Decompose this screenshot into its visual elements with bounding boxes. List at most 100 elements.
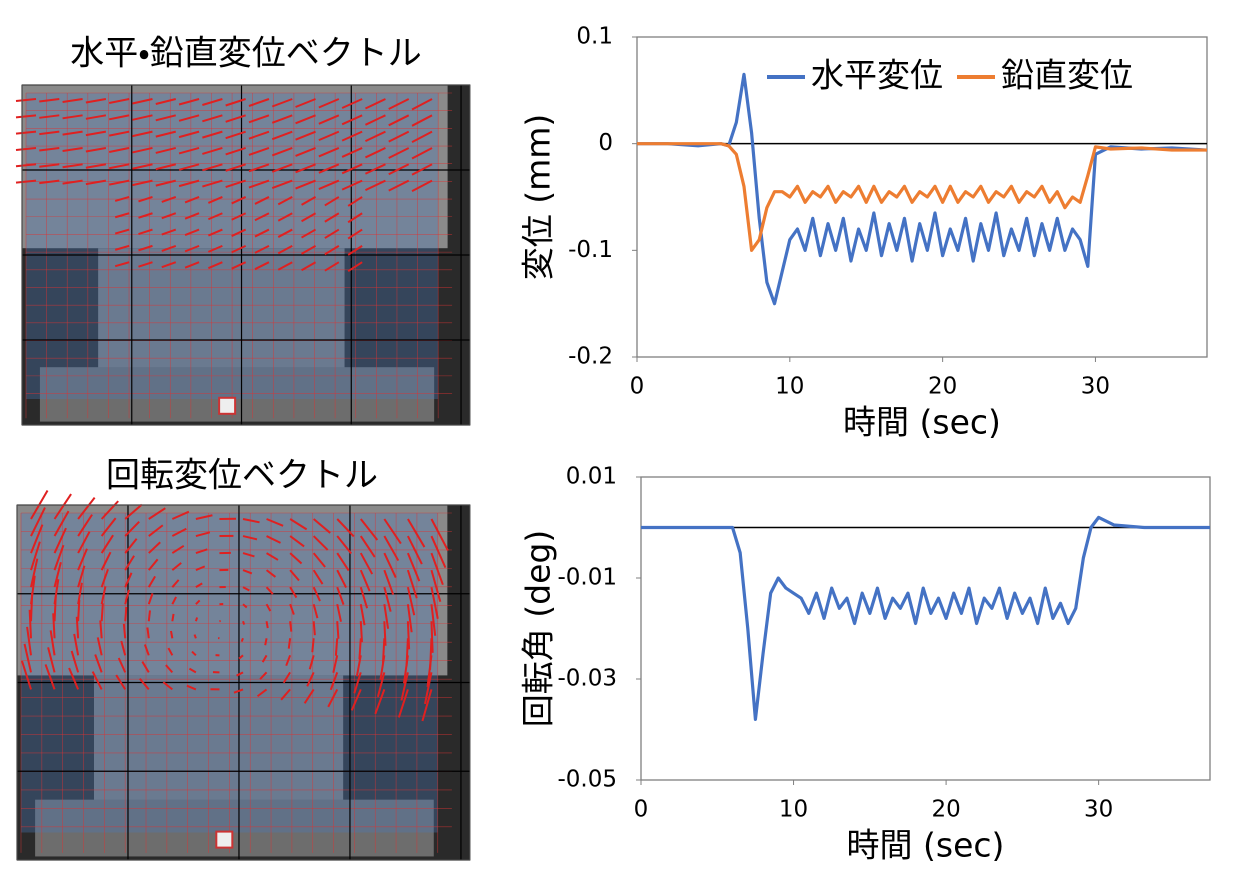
vector-arrow (77, 565, 86, 588)
middle-block (94, 675, 344, 804)
vector-arrow (334, 638, 339, 656)
vector-arrow (397, 689, 409, 718)
vector-arrow (202, 147, 223, 155)
vector-arrow (225, 130, 246, 140)
vector-arrow (53, 510, 70, 537)
vector-arrow (347, 245, 363, 256)
vector-arrow (47, 647, 56, 673)
vector-arrow (114, 228, 130, 235)
vector-arrow (231, 244, 247, 254)
vector-arrow (233, 688, 244, 694)
vector-arrow (195, 565, 206, 572)
vector-arrow (141, 661, 150, 673)
vector-arrow (178, 146, 200, 155)
vector-arrow (289, 569, 300, 582)
vector-arrow (171, 544, 185, 554)
vector-arrow (138, 261, 153, 268)
vector-arrow (39, 179, 60, 185)
vector-arrow (184, 228, 200, 236)
vector-arrow (347, 228, 363, 240)
vector-arrow (193, 634, 197, 639)
vector-arrow (68, 667, 80, 690)
vector-arrow (287, 638, 292, 649)
vector-arrow (265, 621, 269, 629)
vector-arrow (171, 527, 187, 537)
y-tick-label: -0.2 (568, 344, 613, 370)
vector-arrow (341, 98, 363, 109)
y-axis-label: 変位 (mm) (519, 114, 558, 281)
vector-arrow (411, 163, 433, 176)
vector-arrow (376, 672, 386, 698)
vector-arrow (289, 586, 298, 599)
vector-arrow (265, 569, 277, 578)
vector-arrow (155, 98, 177, 105)
vector-arrow (108, 114, 130, 121)
vector-arrow (148, 541, 161, 554)
vector-arrow (406, 569, 418, 599)
vector-arrow (341, 179, 363, 191)
vector-arrow (132, 146, 153, 154)
vector-arrow (242, 620, 246, 625)
vector-arrow (77, 531, 91, 554)
vector-arrow (178, 114, 200, 122)
x-tick-label: 10 (779, 797, 808, 823)
x-tick-label: 20 (931, 797, 960, 823)
y-tick-label: -0.05 (557, 767, 617, 793)
vector-arrow (406, 604, 413, 633)
vector-arrow (430, 604, 437, 636)
vector-arrow (271, 130, 293, 141)
vector-arrow (313, 518, 331, 534)
vector-arrow (248, 147, 270, 156)
y-tick-label: -0.01 (557, 565, 617, 591)
vector-arrow (207, 196, 223, 204)
vector-arrow (301, 261, 317, 272)
vector-arrow (359, 552, 374, 575)
vector-arrow (236, 671, 244, 677)
vector-arrow (295, 179, 316, 190)
vector-arrow (242, 518, 260, 524)
vector-arrow (383, 621, 387, 646)
vector-arrow (147, 610, 151, 622)
vector-arrow (231, 196, 247, 205)
vector-arrow (336, 586, 345, 605)
vector-arrow (266, 535, 281, 544)
vector-arrow (277, 244, 293, 255)
vector-arrow (336, 603, 342, 622)
vector-arrow (353, 672, 362, 694)
vector-arrow (53, 493, 72, 520)
vector-arrow (324, 261, 340, 272)
vector-arrow (256, 688, 268, 698)
vector-arrow (266, 552, 279, 561)
plot-area (636, 36, 1208, 358)
vector-arrow (195, 548, 208, 555)
vector-arrow (202, 98, 223, 106)
vector-arrow (53, 561, 62, 588)
vector-arrow (148, 524, 164, 537)
y-axis-label: 回転角 (deg) (519, 530, 558, 727)
vector-arrow (120, 640, 127, 656)
vector-arrow (169, 630, 174, 639)
y-tick-label: -0.03 (557, 666, 617, 692)
vector-arrow (359, 604, 366, 626)
vector-arrow (388, 147, 410, 159)
vector-arrow (85, 114, 107, 120)
vector-arrow (388, 179, 410, 192)
vector-arrow (23, 643, 32, 673)
vector-arrow (53, 544, 65, 571)
vector-arrow (271, 163, 293, 173)
vector-arrow (49, 630, 56, 656)
vector-arrow (91, 671, 103, 690)
vector-arrow (254, 212, 270, 222)
vector-arrow (195, 582, 203, 589)
y-tick-label: -0.1 (568, 237, 613, 263)
vector-arrow (289, 621, 293, 632)
vector-arrow (347, 261, 363, 273)
vector-arrow (430, 621, 434, 653)
vector-arrow (259, 671, 268, 680)
vector-arrow (124, 538, 138, 554)
vector-arrow (347, 196, 363, 207)
vector-arrow (15, 98, 37, 102)
vector-arrow (147, 593, 154, 605)
